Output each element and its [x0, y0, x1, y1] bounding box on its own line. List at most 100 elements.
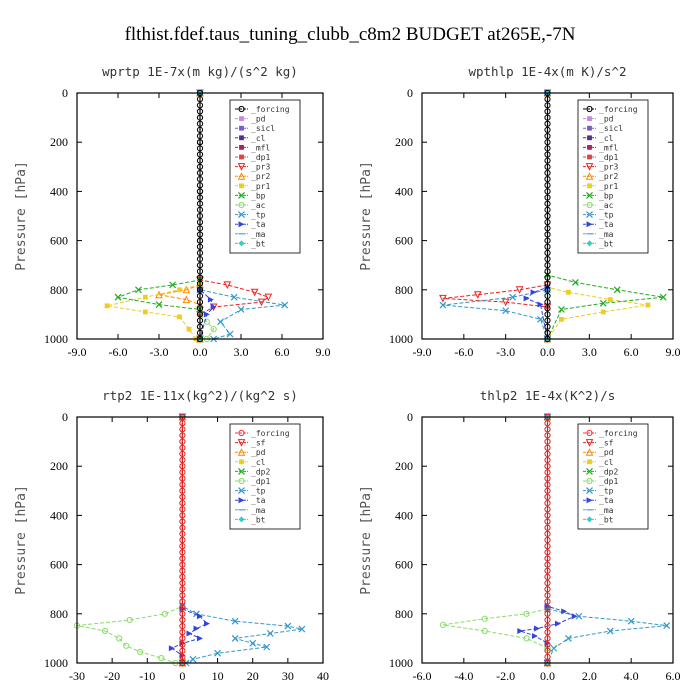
y-tick-label: 0 [407, 410, 413, 424]
legend-label: _pd [599, 115, 614, 124]
zero-line-marker [544, 157, 551, 164]
y-tick-label: 800 [50, 607, 68, 621]
zero-line-marker [544, 481, 551, 488]
panel-3: rtp2 1E-11x(kg^2)/(kg^2 s) Pressure [hPa]… [14, 388, 329, 683]
zero-line-marker [544, 249, 551, 256]
zero-line-marker [544, 212, 551, 220]
zero-line-marker [544, 469, 551, 476]
data-point [627, 617, 635, 625]
legend-label: _pr2 [599, 172, 618, 181]
zero-line-marker [179, 579, 186, 587]
plot-frame [421, 416, 674, 664]
y-tick-label: 600 [50, 558, 68, 572]
x-tick-label: 6.0 [624, 345, 639, 359]
x-tick-label: 0.0 [540, 345, 555, 359]
x-tick-label: -6.0 [109, 345, 128, 359]
data-point [659, 293, 667, 301]
legend-marker [238, 477, 245, 485]
zero-line-marker [544, 604, 551, 611]
zero-line-marker [196, 323, 204, 330]
data-point [530, 289, 537, 296]
data-point [600, 309, 606, 315]
legend-marker [587, 116, 592, 121]
zero-line-marker [196, 274, 204, 281]
legend-label: _mfl [251, 143, 270, 152]
zero-line-marker [179, 567, 186, 574]
zero-line-marker [544, 444, 551, 451]
zero-line-marker [544, 518, 551, 525]
series-dp1 [439, 413, 551, 667]
legend-label: _ma [599, 230, 614, 239]
data-point [298, 625, 306, 633]
data-point [104, 303, 110, 309]
y-tick-label: 0 [62, 410, 68, 424]
zero-line-marker [179, 635, 186, 642]
legend-label: _pd [251, 448, 266, 457]
data-point [223, 281, 232, 289]
zero-line-marker [196, 169, 204, 177]
legend-label: _ta [251, 220, 266, 229]
data-point [554, 620, 561, 627]
zero-line-marker [196, 163, 204, 170]
data-point [439, 294, 447, 303]
data-point [523, 295, 530, 302]
data-point [606, 627, 614, 635]
data-point [517, 628, 524, 635]
legend-marker [587, 125, 592, 131]
legend-label: _bt [251, 515, 266, 524]
panel-1: wprtp 1E-7x(m kg)/(s^2 kg) Pressure [hPa]… [14, 64, 331, 359]
legend-label: _cl [251, 134, 266, 143]
zero-line-marker [179, 469, 186, 476]
legend-marker [239, 116, 244, 121]
zero-line-marker [179, 604, 186, 611]
data-point [193, 625, 200, 632]
data-point [197, 635, 203, 642]
data-point [550, 644, 558, 652]
series-pr2 [155, 88, 204, 343]
zero-line-marker [544, 139, 551, 146]
legend-label: _sf [251, 439, 266, 448]
x-tick-label: 10 [212, 669, 224, 683]
y-tick-label: 1000 [389, 656, 413, 670]
zero-line-marker [544, 317, 551, 324]
zero-line-marker [196, 305, 204, 312]
x-tick-label: -9.0 [68, 345, 87, 359]
series-line [76, 417, 183, 664]
legend-label: _forcing [599, 429, 638, 438]
zero-line-marker [544, 169, 551, 177]
legend-marker [586, 105, 593, 113]
data-point [559, 316, 564, 322]
y-tick-label: 1000 [389, 332, 413, 346]
series-line [199, 93, 215, 340]
data-point [599, 299, 607, 307]
legend-marker [586, 497, 593, 504]
zero-line-marker [544, 536, 551, 544]
data-point [663, 622, 671, 630]
series-tp [439, 89, 551, 343]
data-point [439, 301, 447, 309]
legend-marker [586, 516, 593, 523]
zero-line-marker [544, 500, 551, 507]
y-tick-label: 400 [50, 184, 68, 198]
zero-line-marker [179, 518, 186, 525]
data-point [264, 293, 273, 302]
zero-line-marker [179, 475, 186, 482]
legend-marker [238, 211, 245, 219]
legend-marker [586, 221, 593, 228]
x-tick-label: -2.0 [496, 669, 515, 683]
data-point [473, 291, 482, 299]
data-point [481, 615, 488, 622]
zero-line-marker [196, 157, 204, 164]
data-point [197, 613, 203, 620]
x-tick-label: -10 [139, 669, 155, 683]
zero-line-marker [544, 243, 551, 250]
y-tick-label: 1000 [44, 656, 68, 670]
data-point [210, 326, 217, 333]
zero-line-marker [544, 592, 551, 599]
zero-line-marker [544, 268, 551, 275]
legend-label: _tp [251, 487, 266, 496]
zero-line-marker [196, 126, 204, 133]
zero-line-marker [544, 237, 551, 244]
legend-label: _pr2 [251, 172, 270, 181]
zero-line-marker [544, 573, 551, 581]
